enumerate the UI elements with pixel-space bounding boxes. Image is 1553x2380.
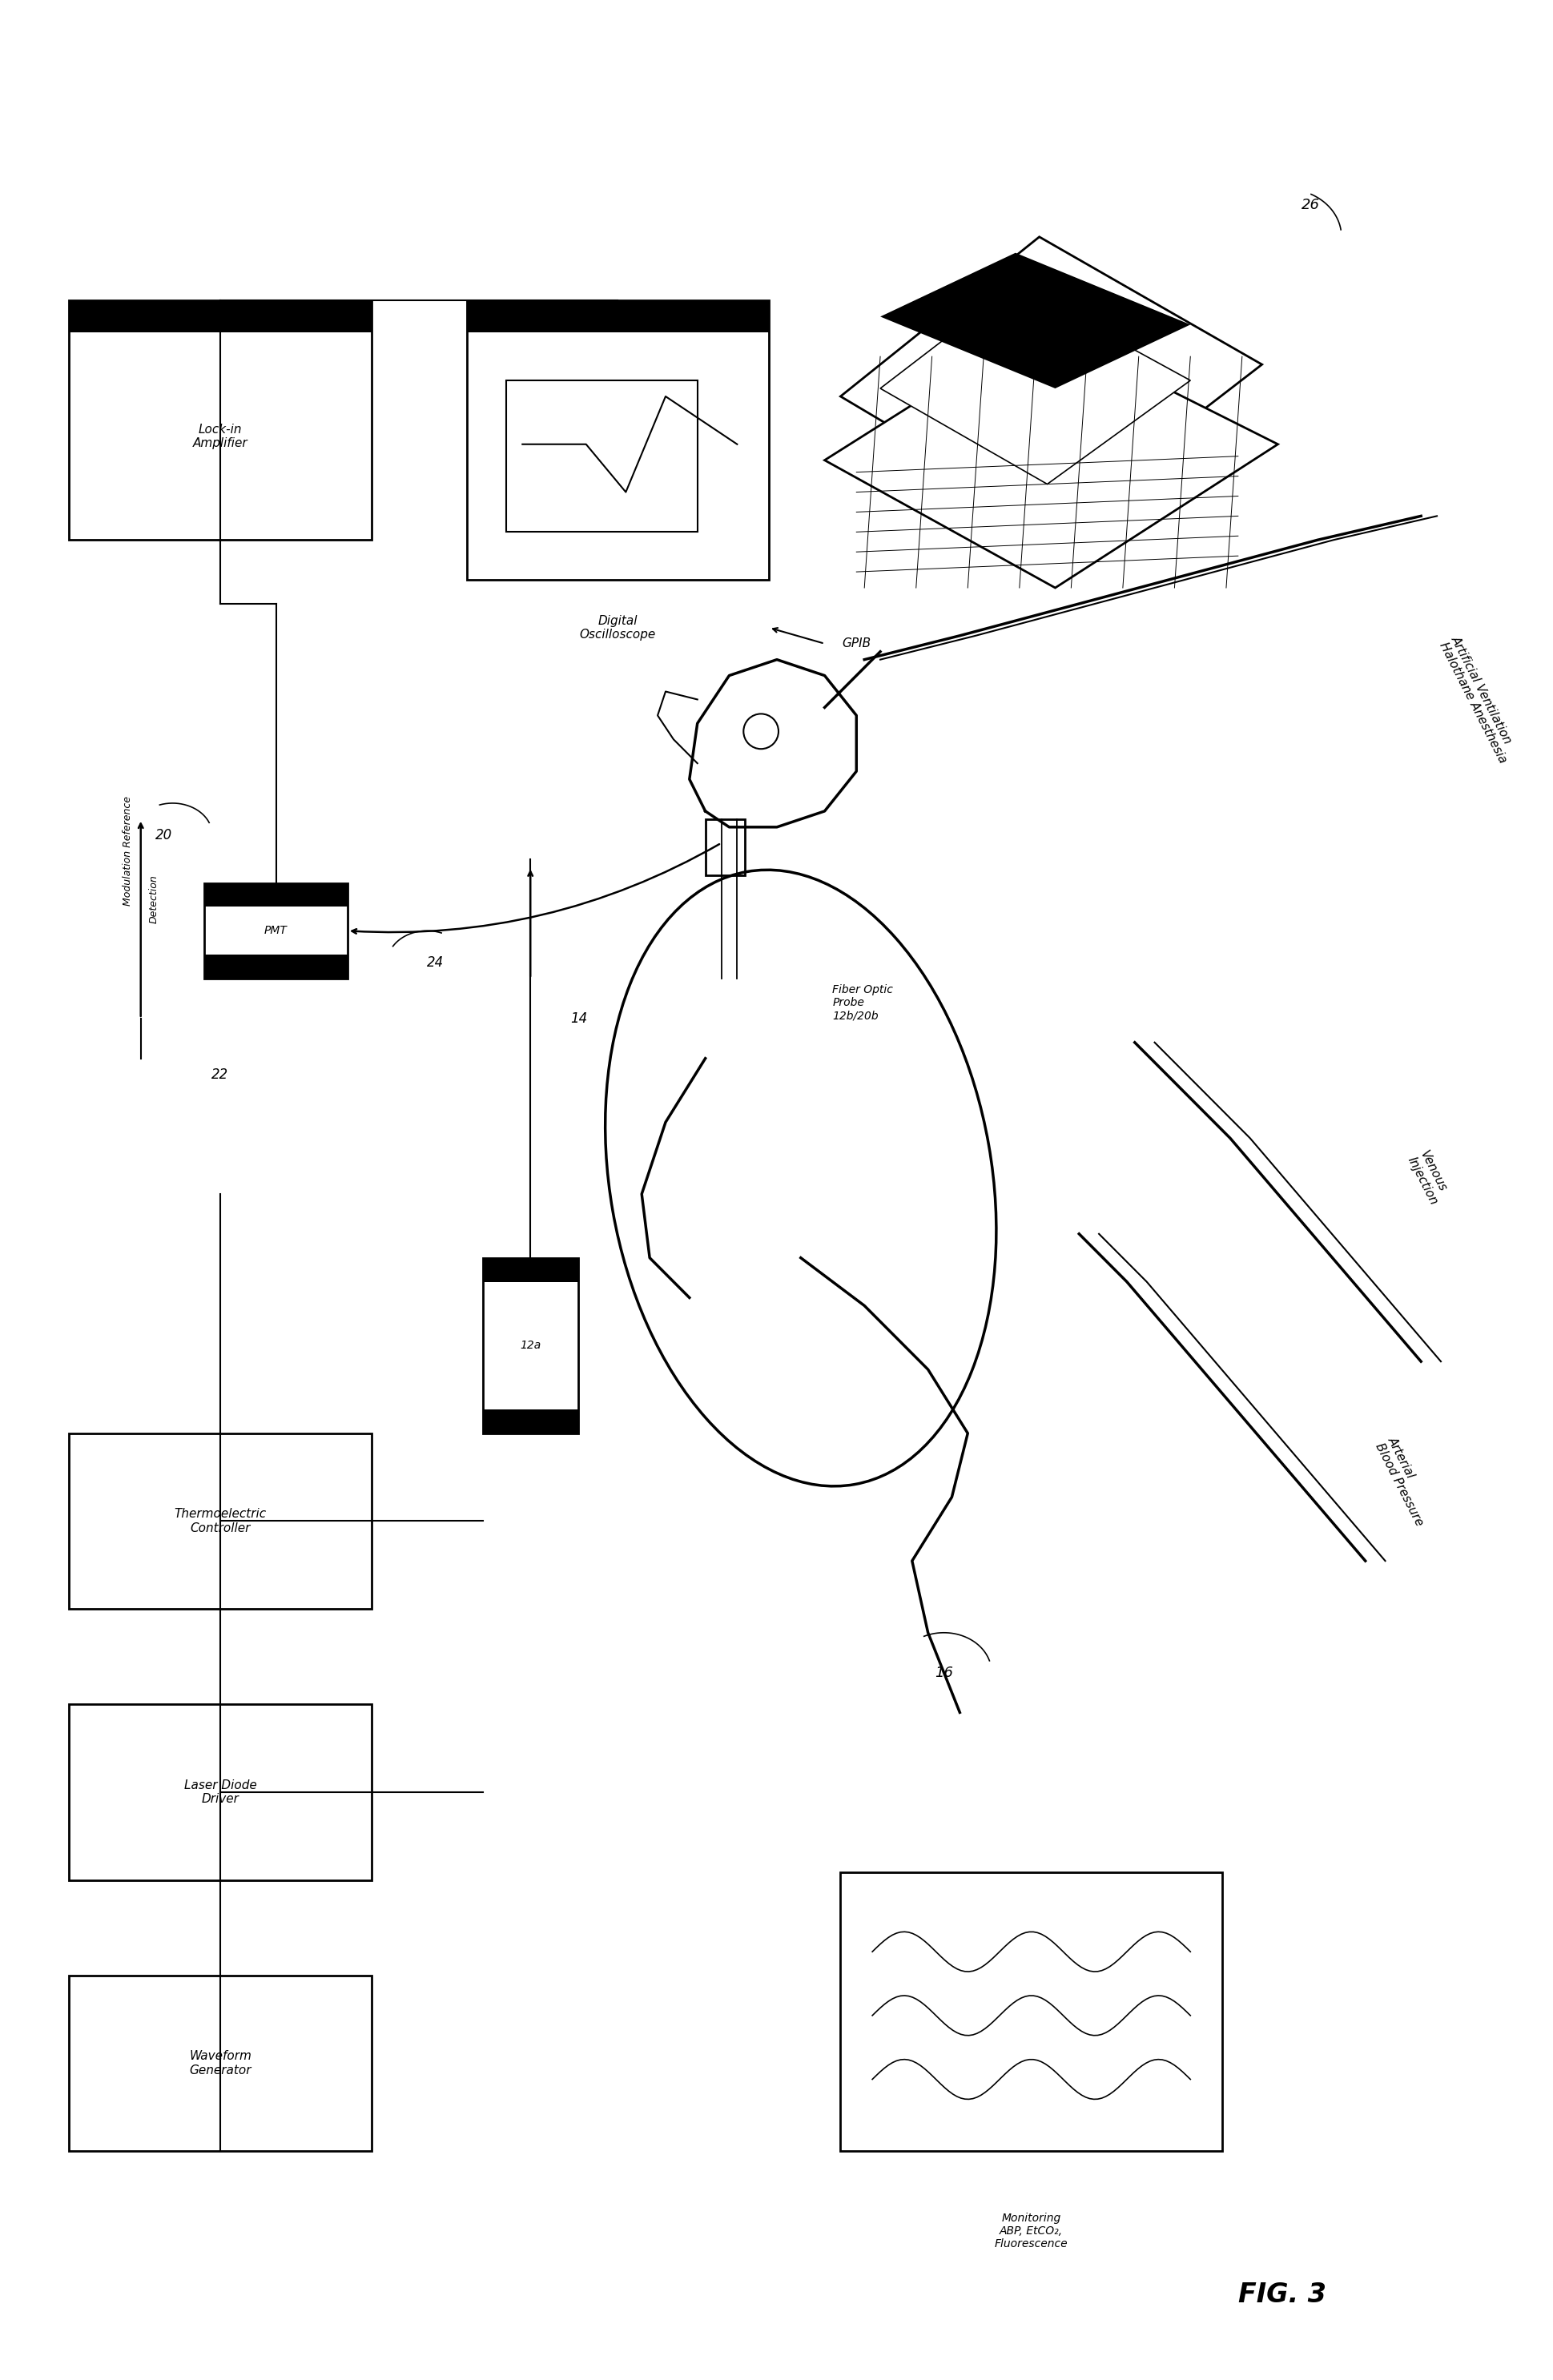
Bar xyxy=(483,1409,578,1433)
Text: 12a: 12a xyxy=(520,1340,540,1352)
Bar xyxy=(205,883,348,978)
Text: Laser Diode
Driver: Laser Diode Driver xyxy=(183,1780,256,1804)
Text: Waveform
Generator: Waveform Generator xyxy=(189,2052,252,2075)
Bar xyxy=(70,300,371,540)
Text: Fiber Optic
Probe
12b/20b: Fiber Optic Probe 12b/20b xyxy=(832,983,893,1021)
Bar xyxy=(506,381,697,533)
Bar xyxy=(466,300,769,333)
Bar xyxy=(205,954,348,978)
Text: FIG. 3: FIG. 3 xyxy=(1238,2282,1326,2309)
Text: Modulation Reference: Modulation Reference xyxy=(123,797,132,907)
Text: 26: 26 xyxy=(1301,198,1320,212)
Bar xyxy=(70,1975,371,2152)
Text: Venous
Injection: Venous Injection xyxy=(1404,1150,1451,1207)
Bar xyxy=(70,1433,371,1609)
Text: Artificial Ventilation
Halothane Anesthesia: Artificial Ventilation Halothane Anesthe… xyxy=(1437,633,1520,764)
Bar xyxy=(483,1257,578,1283)
Text: Detection: Detection xyxy=(149,873,158,923)
Text: Monitoring
ABP, EtCO₂,
Fluorescence: Monitoring ABP, EtCO₂, Fluorescence xyxy=(994,2213,1067,2249)
Text: 20: 20 xyxy=(155,828,172,843)
Text: Digital
Oscilloscope: Digital Oscilloscope xyxy=(579,614,655,640)
Text: PMT: PMT xyxy=(264,926,287,935)
Text: GPIB: GPIB xyxy=(842,638,870,650)
Text: 14: 14 xyxy=(570,1011,587,1026)
Text: 24: 24 xyxy=(427,954,444,971)
Text: Arterial
Blood Pressure: Arterial Blood Pressure xyxy=(1373,1435,1437,1528)
Text: 16: 16 xyxy=(935,1666,952,1680)
Text: Thermoelectric
Controller: Thermoelectric Controller xyxy=(174,1509,266,1535)
Polygon shape xyxy=(840,238,1261,524)
Polygon shape xyxy=(881,286,1190,483)
Bar xyxy=(466,300,769,581)
Text: 22: 22 xyxy=(211,1066,228,1081)
Polygon shape xyxy=(881,252,1190,388)
Bar xyxy=(205,883,348,907)
Polygon shape xyxy=(825,324,1277,588)
Bar xyxy=(705,819,745,876)
Bar xyxy=(70,300,371,333)
Text: Lock-in
Amplifier: Lock-in Amplifier xyxy=(193,424,247,450)
Bar xyxy=(483,1257,578,1433)
Bar xyxy=(70,1704,371,1880)
Bar xyxy=(840,1873,1222,2152)
